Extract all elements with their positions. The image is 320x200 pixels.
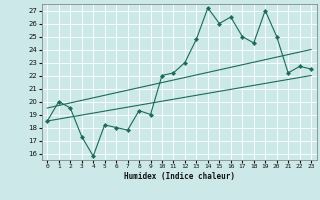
X-axis label: Humidex (Indice chaleur): Humidex (Indice chaleur) xyxy=(124,172,235,181)
